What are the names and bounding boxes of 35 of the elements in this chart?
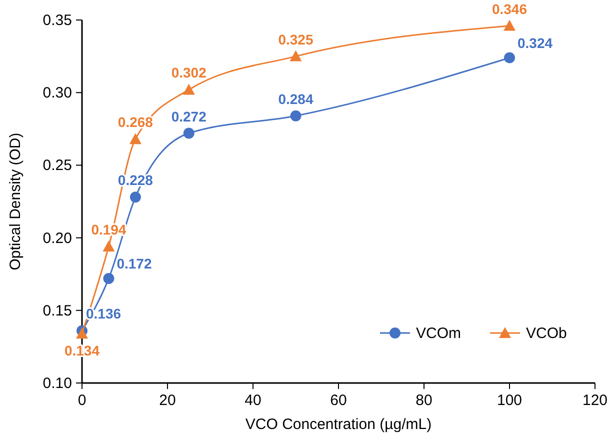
data-label: 0.172	[116, 255, 152, 272]
x-axis-title: VCO Concentration (µg/mL)	[245, 416, 432, 433]
x-tick-label: 20	[159, 392, 176, 409]
x-tick-label: 100	[496, 392, 522, 409]
y-tick-label: 0.30	[42, 84, 72, 102]
data-label: 0.325	[278, 31, 314, 48]
legend-label: VCOb	[526, 325, 567, 342]
x-tick-label: 80	[416, 392, 432, 409]
y-tick-label: 0.25	[42, 157, 72, 174]
x-tick-label: 120	[582, 392, 608, 409]
point	[102, 240, 115, 252]
y-tick-label: 0.15	[42, 302, 72, 320]
y-tick-label: 0.35	[42, 12, 72, 29]
data-label: 0.302	[171, 64, 207, 81]
x-tick-label: 60	[330, 392, 347, 409]
point	[103, 272, 114, 284]
data-label: 0.324	[518, 34, 553, 51]
data-label: 0.284	[278, 90, 314, 107]
point	[504, 20, 516, 31]
y-tick-label: 0.20	[42, 230, 72, 247]
point	[76, 328, 88, 339]
point	[183, 128, 194, 139]
point	[182, 84, 195, 95]
y-axis-title: Optical Density (OD)	[7, 132, 24, 270]
data-label: 0.346	[492, 0, 528, 17]
x-tick-label: 40	[244, 392, 262, 409]
point	[130, 192, 141, 203]
point	[504, 52, 515, 64]
point	[129, 133, 142, 144]
point	[290, 110, 302, 122]
y-tick-label: 0.10	[42, 375, 72, 392]
data-label: 0.272	[171, 108, 207, 124]
x-tick-label: 0	[78, 392, 86, 409]
legend-label: VCOm	[416, 325, 461, 342]
point	[290, 50, 302, 62]
